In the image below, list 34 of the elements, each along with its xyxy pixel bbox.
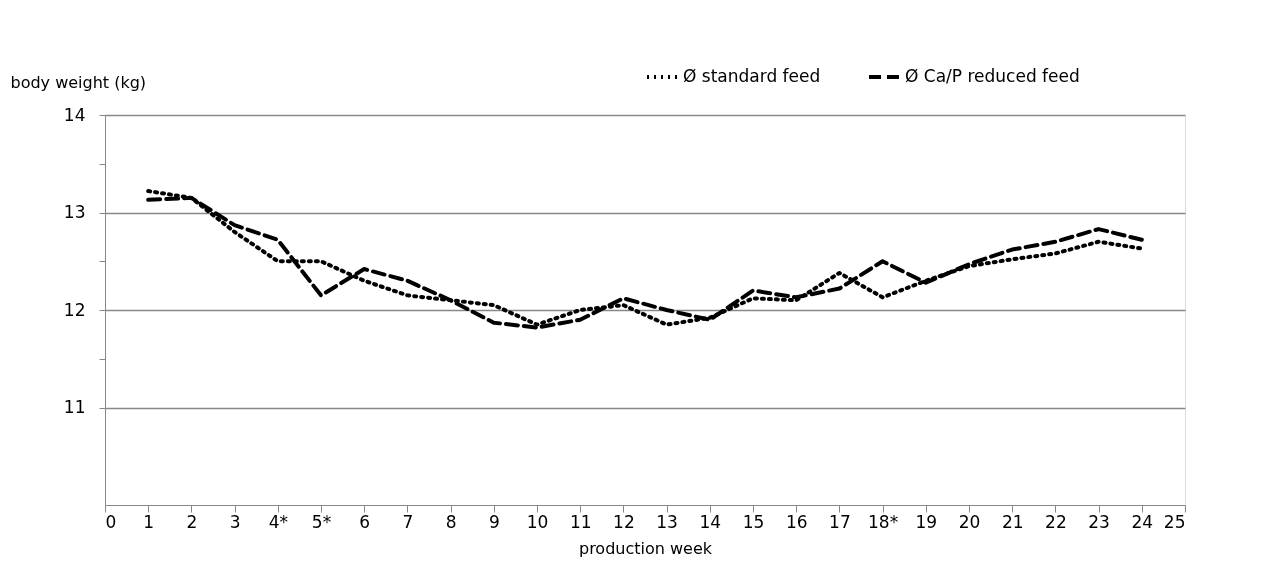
x-tick-label: 18*	[868, 511, 899, 532]
x-tick-label: 6	[359, 511, 371, 532]
x-tick-label: 1	[143, 511, 155, 532]
legend-label: Ø standard feed	[683, 66, 821, 86]
x-tick-label: 7	[402, 511, 414, 532]
x-tick-label: 11	[569, 511, 592, 532]
x-tick-label: 17	[829, 511, 851, 532]
x-tick-label: 10	[526, 511, 549, 532]
x-tick-label: 23	[1088, 511, 1110, 532]
legend-label: Ø Ca/P reduced feed	[905, 66, 1080, 86]
x-tick-label: 8	[445, 511, 457, 532]
x-tick-label: 12	[613, 511, 635, 532]
x-tick-label: 4*	[268, 511, 288, 532]
y-tick-label: 11	[63, 397, 86, 417]
x-tick-label: 16	[785, 511, 808, 532]
x-tick-label: 24	[1131, 511, 1154, 532]
x-tick-label: 0	[105, 511, 117, 532]
x-tick-label: 20	[958, 511, 981, 532]
y-axis-title: body weight (kg)	[10, 72, 147, 92]
x-tick-label: 9	[488, 511, 500, 532]
x-tick-label: 14	[699, 511, 722, 532]
y-tick-label: 12	[63, 299, 86, 320]
y-tick-label: 14	[63, 104, 86, 125]
x-tick-label: 2	[186, 511, 198, 532]
x-tick-label: 15	[742, 511, 765, 532]
x-tick-label: 5*	[311, 511, 332, 532]
x-tick-label: 21	[1001, 511, 1024, 532]
x-axis-title: production week	[578, 538, 713, 558]
x-tick-label: 19	[915, 511, 938, 532]
x-tick-label: 3	[229, 511, 241, 532]
x-tick-label: 25	[1163, 511, 1186, 532]
x-tick-label: 22	[1045, 511, 1067, 532]
y-tick-label: 13	[63, 202, 86, 222]
x-tick-label: 13	[656, 511, 678, 532]
